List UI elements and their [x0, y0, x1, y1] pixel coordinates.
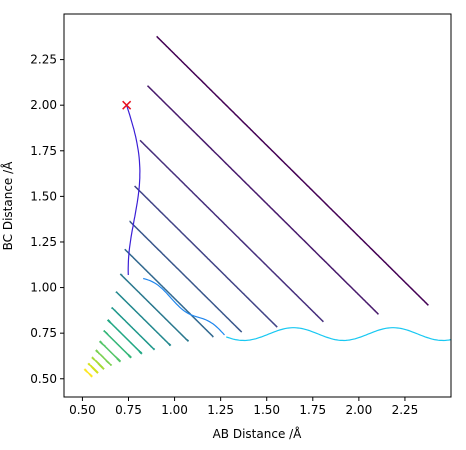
- contour-level-8: [115, 291, 172, 347]
- contour-level-2: [146, 85, 380, 315]
- trajectory-segment-3: [226, 327, 451, 342]
- contour-level-3: [139, 139, 324, 323]
- contour-lines: [83, 35, 429, 378]
- x-tick-label: 0.50: [69, 403, 96, 417]
- x-axis-label: AB Distance /Å: [213, 426, 303, 441]
- contour-level-6: [124, 248, 214, 338]
- y-tick-label: 0.50: [30, 372, 57, 386]
- y-tick-label: 2.00: [30, 98, 57, 112]
- contour-level-10: [107, 319, 143, 355]
- x-tick-label: 1.00: [161, 403, 188, 417]
- plot-frame: [63, 13, 452, 398]
- contour-level-13: [95, 349, 113, 367]
- y-axis-label: BC Distance /Å: [0, 161, 15, 251]
- trajectory: [126, 105, 451, 342]
- contour-level-12: [99, 340, 121, 363]
- y-tick-label: 0.75: [30, 326, 57, 340]
- x-axis-ticks: 0.50 0.75 1.00 1.25 1.50 1.75 2.00 2.25: [69, 397, 418, 417]
- x-tick-label: 0.75: [115, 403, 142, 417]
- contour-level-16: [83, 368, 93, 378]
- trajectory-segment-2: [143, 277, 225, 336]
- contour-level-15: [87, 362, 99, 374]
- contour-level-5: [129, 220, 243, 333]
- trajectory-segment-1: [126, 105, 141, 276]
- x-tick-label: 2.00: [345, 403, 372, 417]
- y-tick-label: 1.00: [30, 281, 57, 295]
- x-tick-label: 1.25: [207, 403, 234, 417]
- contour-level-9: [111, 306, 156, 351]
- x-tick-label: 2.25: [392, 403, 419, 417]
- contour-level-11: [103, 330, 132, 359]
- x-tick-label: 1.75: [299, 403, 326, 417]
- y-axis-ticks: 0.50 0.75 1.00 1.25 1.50 1.75 2.00 2.25: [30, 53, 64, 386]
- start-marker: [122, 100, 132, 110]
- y-tick-label: 1.50: [30, 189, 57, 203]
- y-tick-label: 2.25: [30, 53, 57, 67]
- start-marker-stroke-2: [122, 100, 132, 110]
- contour-level-7: [119, 273, 189, 342]
- y-tick-label: 1.75: [30, 144, 57, 158]
- contour-level-1: [156, 35, 429, 306]
- y-tick-label: 1.25: [30, 235, 57, 249]
- contour-level-4: [134, 185, 278, 328]
- x-tick-label: 1.50: [253, 403, 280, 417]
- contour-level-14: [91, 356, 105, 370]
